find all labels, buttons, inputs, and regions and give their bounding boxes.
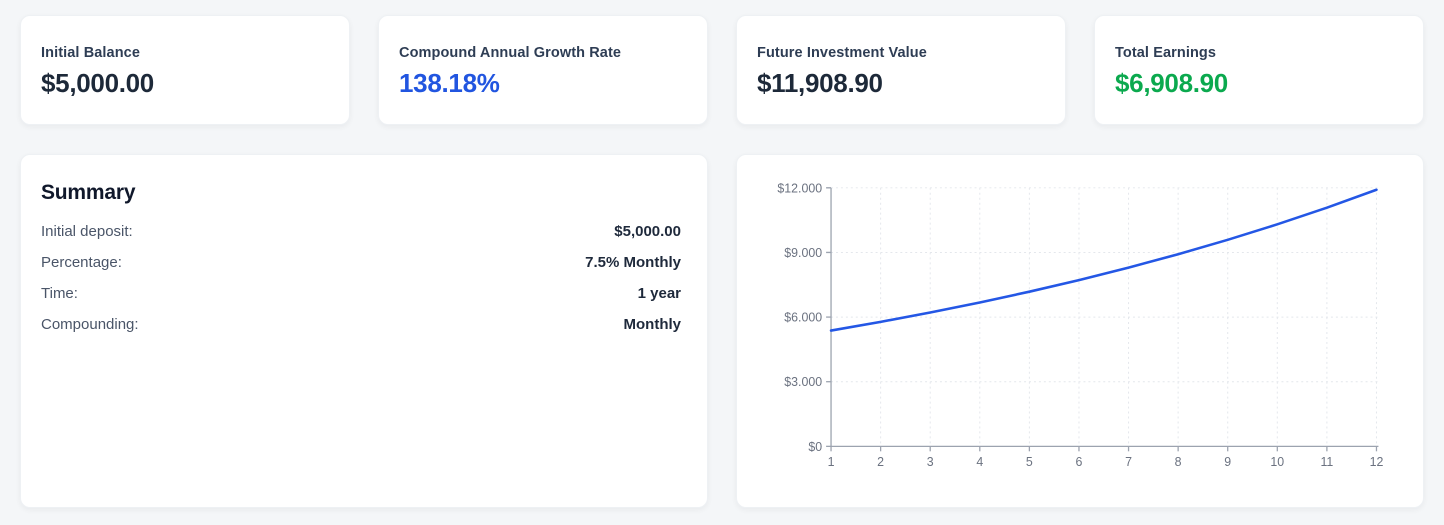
stat-label: Compound Annual Growth Rate — [399, 45, 622, 61]
svg-text:7: 7 — [1125, 455, 1132, 469]
summary-row-value: Monthly — [623, 316, 682, 333]
stat-value: $6,908.90 — [1115, 68, 1228, 98]
stat-label: Initial Balance — [41, 45, 141, 61]
stat-value: $5,000.00 — [41, 68, 154, 98]
stat-value: $11,908.90 — [757, 68, 883, 98]
bottom-grid: Summary Initial deposit: $5,000.00 Perce… — [20, 154, 1424, 508]
stat-card-growth-rate: Compound Annual Growth Rate 138.18% — [378, 15, 708, 125]
stats-grid: Initial Balance $5,000.00 Compound Annua… — [20, 15, 1424, 125]
svg-text:$3.000: $3.000 — [784, 375, 822, 389]
summary-row-label: Time: — [41, 285, 78, 302]
stat-label: Total Earnings — [1115, 45, 1217, 61]
svg-text:8: 8 — [1175, 455, 1182, 469]
summary-row-time: Time: 1 year — [41, 285, 681, 316]
growth-chart-card: $0 $3.000 $6.000 $9.000 $12.000 1 2 3 4 5 6 7 8 9 10 11… — [736, 154, 1424, 508]
summary-row-label: Compounding: — [41, 316, 139, 333]
stat-label: Future Investment Value — [757, 45, 927, 61]
summary-row-value: $5,000.00 — [614, 223, 681, 240]
svg-text:$0: $0 — [808, 440, 822, 454]
svg-text:6: 6 — [1076, 455, 1083, 469]
summary-card: Summary Initial deposit: $5,000.00 Perce… — [20, 154, 708, 508]
summary-row-label: Initial deposit: — [41, 223, 133, 240]
summary-row-initial-deposit: Initial deposit: $5,000.00 — [41, 223, 681, 254]
svg-text:4: 4 — [976, 455, 983, 469]
summary-row-compounding: Compounding: Monthly — [41, 316, 681, 347]
summary-row-percentage: Percentage: 7.5% Monthly — [41, 254, 681, 285]
svg-text:$6.000: $6.000 — [784, 311, 822, 325]
svg-text:$9.000: $9.000 — [784, 246, 822, 260]
svg-text:5: 5 — [1026, 455, 1033, 469]
svg-text:9: 9 — [1224, 455, 1231, 469]
stat-card-initial-balance: Initial Balance $5,000.00 — [20, 15, 350, 125]
summary-row-value: 7.5% Monthly — [585, 254, 681, 271]
svg-text:11: 11 — [1320, 455, 1333, 469]
svg-text:1: 1 — [828, 455, 835, 469]
svg-text:3: 3 — [927, 455, 934, 469]
summary-title: Summary — [41, 181, 136, 204]
stat-card-future-value: Future Investment Value $11,908.90 — [736, 15, 1066, 125]
svg-text:12: 12 — [1370, 455, 1384, 469]
summary-rows: Initial deposit: $5,000.00 Percentage: 7… — [41, 223, 681, 347]
svg-text:10: 10 — [1270, 455, 1284, 469]
svg-text:2: 2 — [877, 455, 884, 469]
summary-row-value: 1 year — [637, 285, 681, 302]
summary-row-label: Percentage: — [41, 254, 122, 271]
stat-card-total-earnings: Total Earnings $6,908.90 — [1094, 15, 1424, 125]
svg-text:$12.000: $12.000 — [777, 181, 822, 195]
stat-value: 138.18% — [399, 68, 500, 98]
